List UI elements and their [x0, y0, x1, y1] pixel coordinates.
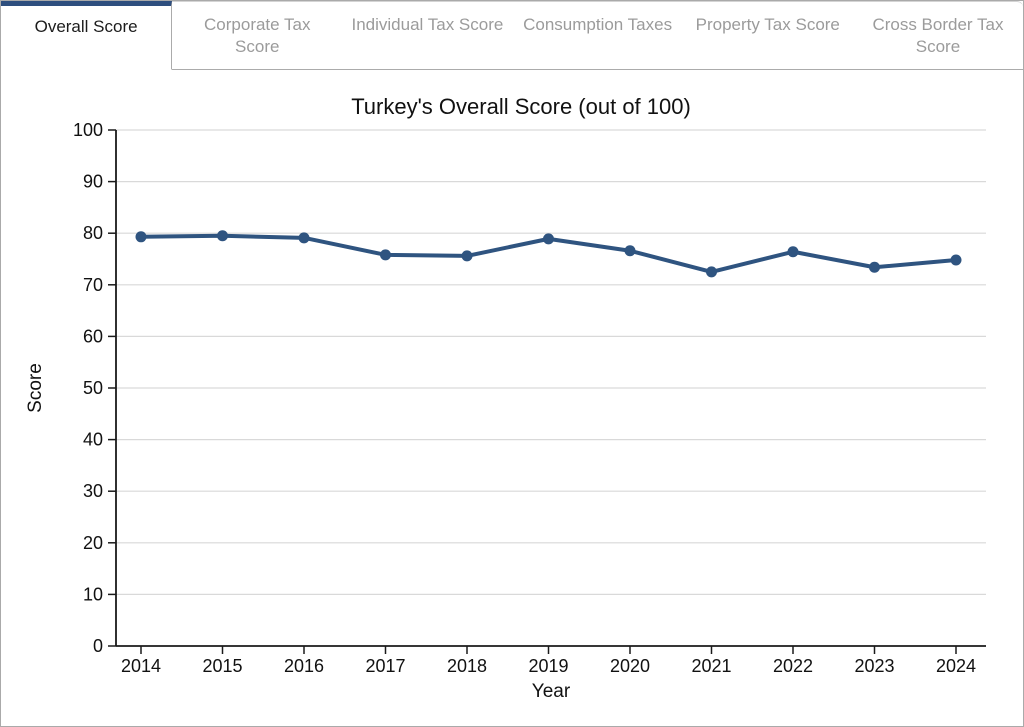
tab-overall-score[interactable]: Overall Score	[1, 1, 173, 70]
svg-text:80: 80	[83, 223, 103, 243]
tab-bar: Overall Score Corporate Tax Score Indivi…	[1, 1, 1023, 70]
svg-text:50: 50	[83, 378, 103, 398]
tab-label: Corporate Tax Score	[204, 15, 311, 57]
svg-text:2023: 2023	[854, 656, 894, 676]
tab-label: Individual Tax Score	[351, 15, 504, 34]
svg-text:70: 70	[83, 275, 103, 295]
svg-text:2024: 2024	[936, 656, 976, 676]
svg-text:2021: 2021	[691, 656, 731, 676]
tab-corporate-tax-score[interactable]: Corporate Tax Score	[172, 1, 343, 70]
svg-text:0: 0	[93, 636, 103, 656]
svg-text:2018: 2018	[447, 656, 487, 676]
chart-canvas: Turkey's Overall Score (out of 100) 0 10 20…	[25, 94, 986, 702]
svg-text:2014: 2014	[121, 656, 161, 676]
chart-panel: Turkey's Overall Score (out of 100) 0 10 20…	[1, 70, 1023, 726]
svg-text:Year: Year	[532, 681, 571, 702]
tab-label: Overall Score	[34, 17, 138, 36]
tab-property-tax-score[interactable]: Property Tax Score	[682, 1, 853, 70]
svg-text:2015: 2015	[202, 656, 242, 676]
svg-text:30: 30	[83, 481, 103, 501]
svg-text:90: 90	[83, 172, 103, 192]
svg-text:20: 20	[83, 533, 103, 553]
svg-text:Turkey's Overall Score (out of: Turkey's Overall Score (out of 100)	[351, 94, 691, 119]
tab-individual-tax-score[interactable]: Individual Tax Score	[342, 1, 513, 70]
svg-text:Score: Score	[25, 363, 46, 413]
svg-text:2022: 2022	[773, 656, 813, 676]
tab-consumption-taxes[interactable]: Consumption Taxes	[512, 1, 683, 70]
tab-label: Consumption Taxes	[523, 15, 673, 34]
tab-label: Cross Border Tax Score	[872, 15, 1004, 57]
tab-cross-border-tax-score[interactable]: Cross Border Tax Score	[852, 1, 1023, 70]
svg-text:10: 10	[83, 584, 103, 604]
svg-text:60: 60	[83, 326, 103, 346]
svg-text:2017: 2017	[365, 656, 405, 676]
svg-text:2020: 2020	[610, 656, 650, 676]
svg-text:2019: 2019	[528, 656, 568, 676]
svg-text:40: 40	[83, 430, 103, 450]
svg-text:2016: 2016	[284, 656, 324, 676]
tab-label: Property Tax Score	[695, 15, 840, 34]
svg-text:100: 100	[73, 120, 103, 140]
